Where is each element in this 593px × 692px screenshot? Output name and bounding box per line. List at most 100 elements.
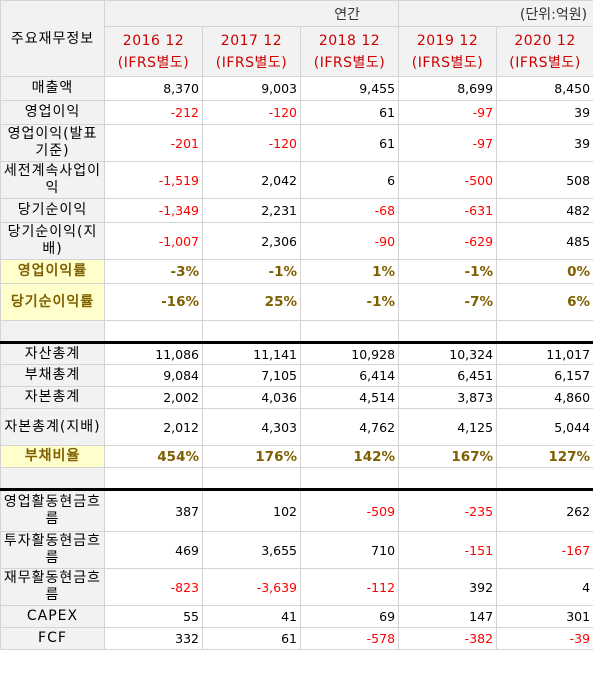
row-label: 당기순이익률	[0, 283, 105, 321]
row-operating-income: 영업이익 -212 -120 61 -97 39	[0, 100, 593, 125]
row-pretax-income: 세전계속사업이익 -1,519 2,042 6 -500 508	[0, 161, 593, 199]
value-cell: 8,450	[496, 76, 593, 101]
row-debt-ratio: 부채비율 454% 176% 142% 167% 127%	[0, 445, 593, 468]
value-cell: 39	[496, 124, 593, 162]
value-cell: -39	[496, 627, 593, 650]
value-cell: 6,157	[496, 364, 593, 387]
value-cell: 0%	[496, 259, 593, 284]
row-label: 자본총계	[0, 386, 105, 409]
row-label: 당기순이익	[0, 198, 105, 223]
value-cell: 5,044	[496, 408, 593, 446]
value-cell: 6%	[496, 283, 593, 321]
value-cell: 4	[496, 568, 593, 606]
row-net-income-controlling: 당기순이익(지배) -1,007 2,306 -90 -629 485	[0, 222, 593, 260]
value-cell: -1%	[202, 259, 301, 284]
value-cell: 61	[299, 124, 400, 162]
spacer-cell	[104, 467, 203, 490]
row-label: 세전계속사업이익	[0, 161, 105, 199]
value-cell: 8,699	[398, 76, 498, 101]
row-fcf: FCF 332 61 -578 -382 -39	[0, 627, 593, 650]
value-cell: 11,086	[104, 341, 203, 365]
row-net-margin: 당기순이익률 -16% 25% -1% -7% 6%	[0, 283, 593, 321]
spacer-cell	[104, 320, 203, 343]
row-total-assets: 자산총계 11,086 11,141 10,928 10,324 11,017	[0, 341, 593, 365]
value-cell: -112	[299, 568, 400, 606]
value-cell: 454%	[104, 445, 203, 468]
value-cell: 176%	[202, 445, 301, 468]
value-cell: 2,002	[104, 386, 203, 409]
value-cell: 147	[398, 605, 498, 628]
row-label: 자본총계(지배)	[0, 408, 105, 446]
value-cell: 8,370	[104, 76, 203, 101]
value-cell: 142%	[299, 445, 400, 468]
value-cell: -16%	[104, 283, 203, 321]
value-cell: -212	[104, 100, 203, 125]
value-cell: -823	[104, 568, 203, 606]
row-label: 영업이익	[0, 100, 105, 125]
value-cell: 1%	[299, 259, 400, 284]
value-cell: -3%	[104, 259, 203, 284]
row-label: 재무활동현금흐름	[0, 568, 105, 606]
row-label: 영업이익률	[0, 259, 105, 284]
value-cell: 41	[202, 605, 301, 628]
spacer-cell	[299, 467, 400, 490]
section-spacer	[0, 320, 593, 343]
value-cell: 4,303	[202, 408, 301, 446]
value-cell: 301	[496, 605, 593, 628]
value-cell: 6,451	[398, 364, 498, 387]
spacer-cell	[398, 467, 498, 490]
value-cell: -1%	[299, 283, 400, 321]
value-cell: 4,036	[202, 386, 301, 409]
value-cell: -1%	[398, 259, 498, 284]
spacer-cell	[202, 320, 301, 343]
value-cell: 4,762	[299, 408, 400, 446]
row-label: 영업이익(발표기준)	[0, 124, 105, 162]
value-cell: 3,873	[398, 386, 498, 409]
period-label: 연간	[103, 0, 400, 27]
unit-label: (단위:억원)	[398, 0, 593, 27]
year-header-row: 2016 12 (IFRS별도) 2017 12 (IFRS별도) 2018 12(…	[1, 26, 593, 77]
value-cell: -97	[398, 100, 498, 125]
value-cell: 55	[104, 605, 203, 628]
row-label: FCF	[0, 627, 105, 650]
row-label: 자산총계	[0, 341, 105, 365]
value-cell: 482	[496, 198, 593, 223]
value-cell: -120	[202, 100, 301, 125]
value-cell: 469	[104, 531, 203, 569]
row-total-liabilities: 부채총계 9,084 7,105 6,414 6,451 6,157	[0, 364, 593, 387]
spacer-cell	[299, 320, 400, 343]
row-capex: CAPEX 55 41 69 147 301	[0, 605, 593, 628]
value-cell: -1,519	[104, 161, 203, 199]
value-cell: -3,639	[202, 568, 301, 606]
value-cell: 332	[104, 627, 203, 650]
value-cell: -631	[398, 198, 498, 223]
financial-summary-table: 주요재무정보 연간 (단위:억원) 2016 12 (IFRS별도) 2017 1…	[0, 0, 593, 650]
value-cell: 10,324	[398, 341, 498, 365]
spacer-cell	[0, 320, 105, 343]
value-cell: 7,105	[202, 364, 301, 387]
value-cell: 69	[299, 605, 400, 628]
value-cell: 102	[202, 488, 301, 532]
value-cell: -7%	[398, 283, 498, 321]
value-cell: 10,928	[299, 341, 400, 365]
value-cell: -120	[202, 124, 301, 162]
value-cell: 61	[202, 627, 301, 650]
value-cell: 11,017	[496, 341, 593, 365]
row-total-equity-controlling: 자본총계(지배) 2,012 4,303 4,762 4,125 5,044	[0, 408, 593, 446]
spacer-cell	[398, 320, 498, 343]
value-cell: 2,306	[202, 222, 301, 260]
value-cell: -235	[398, 488, 498, 532]
row-operating-margin: 영업이익률 -3% -1% 1% -1% 0%	[0, 259, 593, 284]
year-col-2016: 2016 12 (IFRS별도)	[104, 26, 203, 77]
value-cell: 2,042	[202, 161, 301, 199]
row-operating-cash-flow: 영업활동현금흐름 387 102 -509 -235 262	[0, 488, 593, 532]
row-financing-cash-flow: 재무활동현금흐름 -823 -3,639 -112 392 4	[0, 568, 593, 606]
value-cell: -1,349	[104, 198, 203, 223]
value-cell: 6,414	[299, 364, 400, 387]
value-cell: 11,141	[202, 341, 301, 365]
row-label: 부채총계	[0, 364, 105, 387]
value-cell: -90	[299, 222, 400, 260]
row-revenue: 매출액 8,370 9,003 9,455 8,699 8,450	[0, 76, 593, 101]
value-cell: 392	[398, 568, 498, 606]
row-net-income: 당기순이익 -1,349 2,231 -68 -631 482	[0, 198, 593, 223]
